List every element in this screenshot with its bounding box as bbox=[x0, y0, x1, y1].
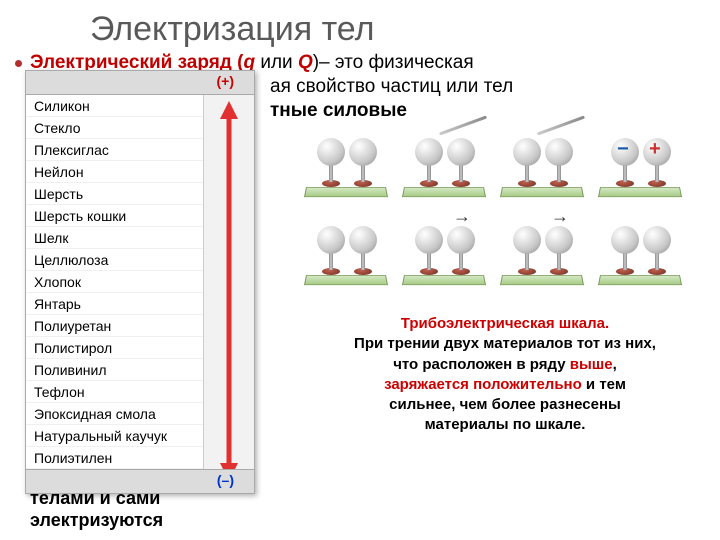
double-arrow-icon bbox=[214, 101, 244, 481]
arrow-column bbox=[204, 95, 254, 469]
caption-l2b: что расположен в ряду bbox=[393, 356, 570, 373]
caption-red1: выше bbox=[570, 356, 613, 373]
caption-l5: материалы по шкале. bbox=[425, 416, 586, 433]
tribo-body: СиликонСтеклоПлексигласНейлонШерстьШерст… bbox=[26, 95, 254, 469]
caption-title: Трибоэлектрическая шкала. bbox=[401, 315, 609, 332]
material-item: Шерсть bbox=[26, 183, 203, 205]
material-item: Тефлон bbox=[26, 381, 203, 403]
material-item: Силикон bbox=[26, 95, 203, 117]
plus-label: (+) bbox=[217, 73, 235, 89]
def-or: или bbox=[255, 52, 298, 73]
caption-l2c: , bbox=[613, 356, 617, 373]
material-item: Плексиглас bbox=[26, 139, 203, 161]
material-item: Хлопок bbox=[26, 271, 203, 293]
def-suffix: )– это физическая bbox=[313, 52, 474, 73]
page-title: Электризация тел bbox=[90, 10, 374, 49]
sphere-illustration: −+→→ bbox=[305, 130, 695, 300]
def-q2: Q bbox=[298, 52, 313, 73]
material-item: Полистирол bbox=[26, 337, 203, 359]
tribo-panel: (+) СиликонСтеклоПлексигласНейлонШерстьШ… bbox=[25, 70, 255, 494]
caption-red2: заряжается положительно bbox=[384, 376, 582, 393]
bottom-line-1: телами и сами bbox=[30, 488, 160, 509]
material-item: Шелк bbox=[26, 227, 203, 249]
definition-line-3: тные силовые bbox=[270, 100, 407, 122]
material-item: Полиуретан bbox=[26, 315, 203, 337]
definition-line-2: ая свойство частиц или тел bbox=[270, 76, 513, 98]
material-item: Нейлон bbox=[26, 161, 203, 183]
material-item: Натуральный каучук bbox=[26, 425, 203, 447]
material-item: Целлюлоза bbox=[26, 249, 203, 271]
material-item: Полиэтилен bbox=[26, 447, 203, 469]
caption-l2a: При трении двух материалов тот из них, bbox=[354, 335, 656, 352]
material-item: Стекло bbox=[26, 117, 203, 139]
tribo-header: (+) bbox=[26, 71, 254, 95]
material-list: СиликонСтеклоПлексигласНейлонШерстьШерст… bbox=[26, 95, 204, 469]
bullet-icon bbox=[15, 60, 22, 67]
tribo-caption: Трибоэлектрическая шкала. При трении дву… bbox=[315, 314, 695, 436]
material-item: Янтарь bbox=[26, 293, 203, 315]
material-item: Шерсть кошки bbox=[26, 205, 203, 227]
material-item: Эпоксидная смола bbox=[26, 403, 203, 425]
material-item: Поливинил bbox=[26, 359, 203, 381]
minus-label: (–) bbox=[217, 472, 234, 488]
caption-l4: сильнее, чем более разнесены bbox=[389, 396, 621, 413]
bottom-line-2: электризуются bbox=[30, 510, 163, 531]
caption-l3a: и тем bbox=[582, 376, 626, 393]
